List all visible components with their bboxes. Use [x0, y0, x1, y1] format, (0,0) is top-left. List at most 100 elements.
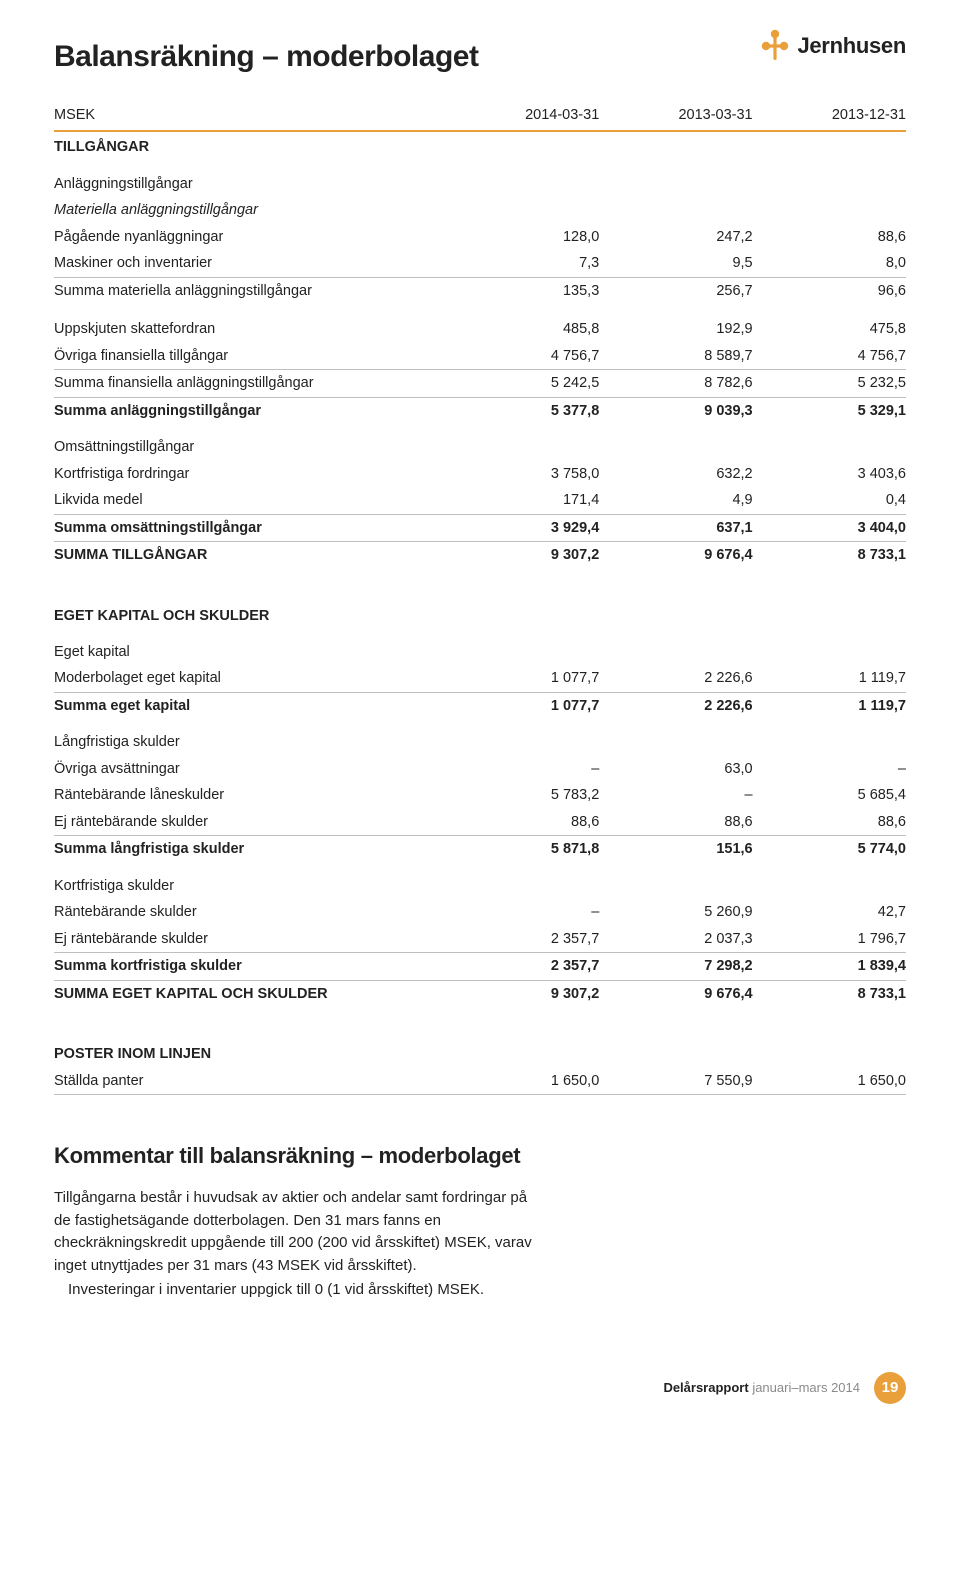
row-label: Materiella anläggningstillgångar: [54, 197, 446, 223]
row-value: 247,2: [599, 224, 752, 250]
row-value: 8,0: [753, 250, 906, 277]
section-heading: POSTER INOM LINJEN: [54, 1031, 906, 1067]
row-value: 88,6: [753, 809, 906, 836]
group-heading: Anläggningstillgångar: [54, 161, 906, 197]
row-value: 9,5: [599, 250, 752, 277]
row-value: 0,4: [753, 487, 906, 514]
row-value: 171,4: [446, 487, 599, 514]
row-value: 5 871,8: [446, 836, 599, 863]
row-value: 2 037,3: [599, 926, 752, 953]
row-label: Summa eget kapital: [54, 692, 446, 719]
row-value: 2 226,6: [599, 692, 752, 719]
row-value: 5 232,5: [753, 370, 906, 397]
row-label: Ej räntebärande skulder: [54, 926, 446, 953]
row-value: 4 756,7: [753, 343, 906, 370]
row-value: –: [446, 899, 599, 925]
row-value: –: [599, 782, 752, 808]
row-value: 128,0: [446, 224, 599, 250]
brand-name: Jernhusen: [797, 33, 906, 59]
row-value: [446, 197, 599, 223]
row-value: 1 119,7: [753, 665, 906, 692]
row-label: Summa långfristiga skulder: [54, 836, 446, 863]
row-value: 9 676,4: [599, 542, 752, 569]
row-value: 2 357,7: [446, 953, 599, 980]
row-value: 5 685,4: [753, 782, 906, 808]
row-label: Ställda panter: [54, 1068, 446, 1095]
row-label: Maskiner och inventarier: [54, 250, 446, 277]
row-value: 632,2: [599, 461, 752, 487]
row-value: 135,3: [446, 277, 599, 304]
row-value: 9 676,4: [599, 980, 752, 1007]
footer-text: Delårsrapport januari–mars 2014: [663, 1380, 860, 1395]
row-value: 3 404,0: [753, 514, 906, 541]
row-value: 9 307,2: [446, 542, 599, 569]
row-value: [753, 197, 906, 223]
row-value: 1 077,7: [446, 692, 599, 719]
row-value: 9 039,3: [599, 397, 752, 424]
row-value: 485,8: [446, 304, 599, 342]
comment-heading: Kommentar till balansräkning – moderbola…: [54, 1143, 906, 1169]
row-value: 1 796,7: [753, 926, 906, 953]
row-value: 5 260,9: [599, 899, 752, 925]
row-value: 1 119,7: [753, 692, 906, 719]
group-heading: Långfristiga skulder: [54, 719, 906, 755]
row-label: SUMMA EGET KAPITAL OCH SKULDER: [54, 980, 446, 1007]
row-label: Kortfristiga fordringar: [54, 461, 446, 487]
col-2: 2013-03-31: [599, 102, 752, 131]
row-label: Moderbolaget eget kapital: [54, 665, 446, 692]
group-heading: Eget kapital: [54, 629, 906, 665]
row-label: Summa kortfristiga skulder: [54, 953, 446, 980]
row-value: 1 077,7: [446, 665, 599, 692]
row-value: 5 774,0: [753, 836, 906, 863]
row-label: Uppskjuten skattefordran: [54, 304, 446, 342]
row-label: Summa anläggningstillgångar: [54, 397, 446, 424]
row-value: 8 733,1: [753, 542, 906, 569]
section-heading: TILLGÅNGAR: [54, 131, 906, 160]
row-value: 5 377,8: [446, 397, 599, 424]
comment-p1: Tillgångarna består i huvudsak av aktier…: [54, 1187, 534, 1277]
row-value: 4 756,7: [446, 343, 599, 370]
row-value: 8 589,7: [599, 343, 752, 370]
row-value: 42,7: [753, 899, 906, 925]
row-value: 7,3: [446, 250, 599, 277]
row-value: 96,6: [753, 277, 906, 304]
row-value: 9 307,2: [446, 980, 599, 1007]
row-value: 5 242,5: [446, 370, 599, 397]
row-value: 192,9: [599, 304, 752, 342]
page-footer: Delårsrapport januari–mars 2014 19: [54, 1372, 906, 1404]
group-heading: Kortfristiga skulder: [54, 863, 906, 899]
row-value: 1 839,4: [753, 953, 906, 980]
row-value: 8 782,6: [599, 370, 752, 397]
row-value: 3 929,4: [446, 514, 599, 541]
row-label: Pågående nyanläggningar: [54, 224, 446, 250]
group-heading: Omsättningstillgångar: [54, 424, 906, 460]
row-value: [599, 197, 752, 223]
balance-sheet-table: MSEK 2014-03-31 2013-03-31 2013-12-31 TI…: [54, 102, 906, 1095]
row-label: Summa finansiella anläggningstillgångar: [54, 370, 446, 397]
page-number-badge: 19: [874, 1372, 906, 1404]
row-label: SUMMA TILLGÅNGAR: [54, 542, 446, 569]
row-value: –: [753, 756, 906, 782]
row-label: Övriga finansiella tillgångar: [54, 343, 446, 370]
row-value: 4,9: [599, 487, 752, 514]
row-value: –: [446, 756, 599, 782]
row-value: 88,6: [753, 224, 906, 250]
col-1: 2014-03-31: [446, 102, 599, 131]
row-value: 1 650,0: [753, 1068, 906, 1095]
row-value: 8 733,1: [753, 980, 906, 1007]
row-label: Räntebärande låneskulder: [54, 782, 446, 808]
row-value: 5 329,1: [753, 397, 906, 424]
row-value: 3 758,0: [446, 461, 599, 487]
row-label: Summa omsättningstillgångar: [54, 514, 446, 541]
unit-label: MSEK: [54, 102, 446, 131]
brand-icon: [759, 28, 791, 64]
row-value: 88,6: [599, 809, 752, 836]
row-label: Övriga avsättningar: [54, 756, 446, 782]
row-value: 2 226,6: [599, 665, 752, 692]
comment-body: Tillgångarna består i huvudsak av aktier…: [54, 1187, 534, 1302]
row-value: 1 650,0: [446, 1068, 599, 1095]
brand-logo: Jernhusen: [759, 28, 906, 64]
comment-p2: Investeringar i inventarier uppgick till…: [54, 1279, 534, 1302]
section-heading: EGET KAPITAL OCH SKULDER: [54, 593, 906, 629]
row-label: Likvida medel: [54, 487, 446, 514]
